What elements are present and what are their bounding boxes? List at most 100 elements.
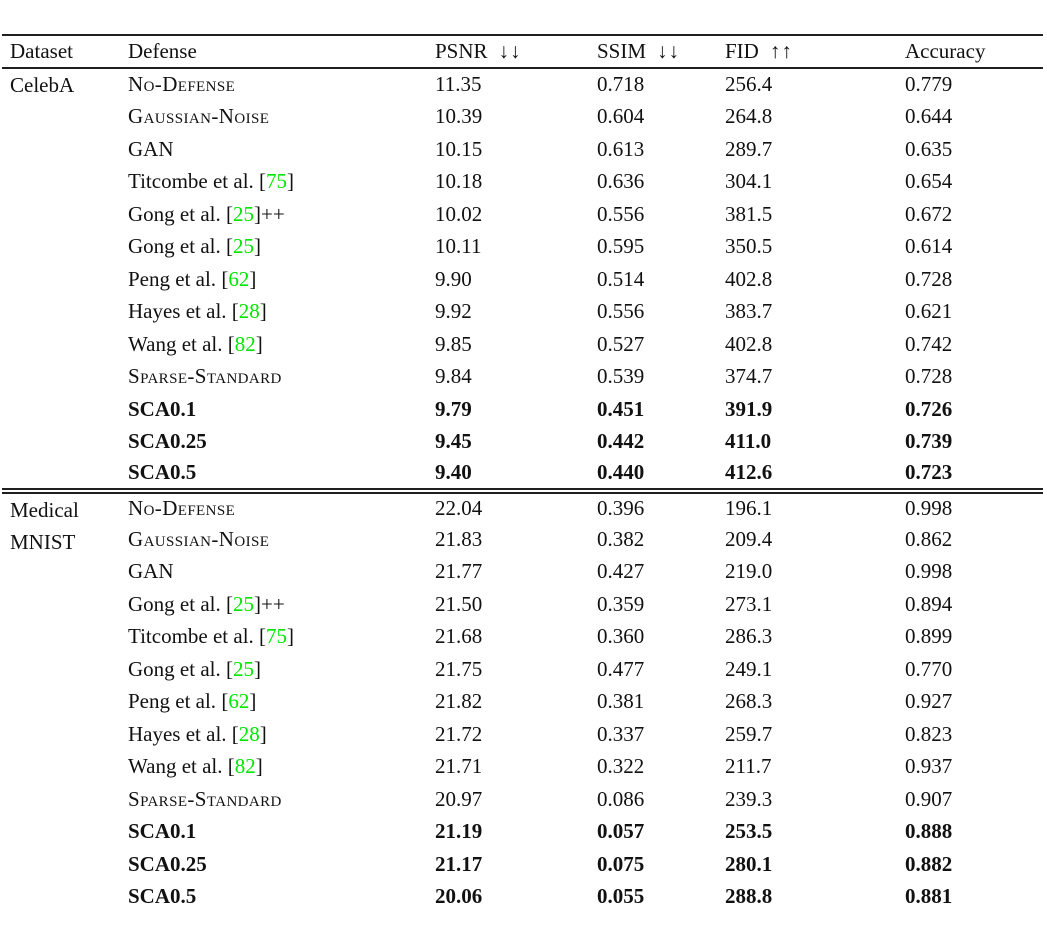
citation-link[interactable]: 75: [266, 624, 288, 649]
metric-direction-arrow: ↑↑: [769, 39, 793, 63]
metric-direction-arrow: ↓↓: [498, 39, 522, 63]
table-row: Titcombe et al. [75] 10.18 0.636 304.1 0.654: [2, 166, 1043, 199]
citation-bracket-close: ]: [253, 201, 261, 226]
psnr-cell: 10.15: [435, 136, 483, 161]
psnr-cell: 10.39: [435, 104, 483, 129]
defense-cell: No-Defense: [128, 487, 435, 523]
column-header-defense: Defense: [128, 35, 435, 69]
psnr-cell: 20.97: [435, 786, 483, 811]
psnr-cell: 21.72: [435, 721, 483, 746]
citation-link[interactable]: 25: [232, 591, 254, 616]
defense-name: GAN: [128, 136, 174, 161]
defense-name: Gong et al.: [128, 591, 226, 616]
citation-bracket-close: ]: [259, 299, 267, 324]
psnr-cell: 9.79: [435, 396, 472, 421]
accuracy-cell: 0.894: [905, 591, 953, 616]
citation-link[interactable]: 25: [232, 201, 254, 226]
psnr-cell: 9.90: [435, 266, 472, 291]
psnr-cell: 22.04: [435, 487, 597, 523]
fid-cell: 412.6: [725, 460, 773, 485]
table-row: Medical MNIST No-Defense 22.04 0.396 196.1 0.9…: [2, 487, 1043, 913]
citation-link[interactable]: 82: [234, 754, 256, 779]
fid-cell: 219.0: [725, 559, 773, 584]
defense-cell: Hayes et al. [28]: [128, 296, 435, 329]
table-row: SCA0.5 9.40 0.440 412.6 0.723: [2, 458, 1043, 491]
accuracy-cell: 0.937: [905, 754, 953, 779]
ssim-cell: 0.556: [597, 201, 645, 226]
citation-link[interactable]: 75: [266, 169, 288, 194]
table-header: Dataset Defense PSNR ↓↓ SSIM ↓↓ FID ↑↑ Accuracy: [2, 35, 1043, 69]
citation-link[interactable]: 28: [238, 721, 260, 746]
citation-link[interactable]: 25: [232, 656, 254, 681]
dataset-label: Medical: [10, 497, 79, 522]
ssim-cell: 0.539: [597, 364, 645, 389]
ssim-cell: 0.556: [597, 299, 645, 324]
psnr-cell: 20.06: [435, 884, 483, 909]
table-row: Hayes et al. [28] 9.92 0.556 383.7 0.621: [2, 296, 1043, 329]
accuracy-cell: 0.723: [905, 460, 953, 485]
column-label: SSIM: [597, 39, 647, 63]
table-row: GAN 21.77 0.427 219.0 0.998: [2, 556, 1043, 589]
defense-name: SCA0.5: [128, 884, 197, 909]
accuracy-cell: 0.728: [905, 364, 953, 389]
results-table: Dataset Defense PSNR ↓↓ SSIM ↓↓ FID ↑↑ Accuracy …: [2, 34, 1043, 913]
ssim-cell: 0.477: [597, 656, 645, 681]
defense-name: SCA0.1: [128, 819, 197, 844]
defense-name: SCA0.5: [128, 460, 197, 485]
defense-cell: Wang et al. [82]: [128, 751, 435, 784]
fid-cell: 196.1: [725, 487, 905, 523]
defense-name: Wang et al.: [128, 331, 228, 356]
citation-bracket-open: [: [225, 201, 233, 226]
ssim-cell: 0.057: [597, 819, 645, 844]
fid-cell: 280.1: [725, 851, 773, 876]
column-label: FID: [725, 39, 759, 63]
defense-cell: SCA0.25: [128, 426, 435, 459]
table-row: Gaussian-Noise 21.83 0.382 209.4 0.862: [2, 523, 1043, 556]
defense-name: Hayes et al.: [128, 299, 232, 324]
ssim-cell: 0.396: [597, 487, 725, 523]
table-row: SCA0.1 9.79 0.451 391.9 0.726: [2, 393, 1043, 426]
accuracy-cell: 0.770: [905, 656, 953, 681]
defense-name: No-Defense: [128, 495, 236, 520]
defense-cell: Hayes et al. [28]: [128, 718, 435, 751]
citation-link[interactable]: 82: [234, 331, 256, 356]
table-row: Titcombe et al. [75] 21.68 0.360 286.3 0.899: [2, 621, 1043, 654]
fid-cell: 381.5: [725, 201, 773, 226]
fid-cell: 350.5: [725, 234, 773, 259]
defense-name: Titcombe et al.: [128, 169, 260, 194]
citation-bracket-open: [: [221, 689, 229, 714]
defense-cell: Sparse-Standard: [128, 361, 435, 394]
defense-name: Titcombe et al.: [128, 624, 260, 649]
table-row: Gong et al. [25]++ 10.02 0.556 381.5 0.672: [2, 198, 1043, 231]
defense-cell: SCA0.25: [128, 848, 435, 881]
ssim-cell: 0.055: [597, 884, 645, 909]
table-row: SCA0.25 9.45 0.442 411.0 0.739: [2, 426, 1043, 459]
fid-cell: 304.1: [725, 169, 773, 194]
defense-name: Peng et al.: [128, 266, 222, 291]
fid-cell: 391.9: [725, 396, 773, 421]
table-row: Peng et al. [62] 21.82 0.381 268.3 0.927: [2, 686, 1043, 719]
citation-link[interactable]: 62: [228, 689, 250, 714]
table-row: Gaussian-Noise 10.39 0.604 264.8 0.644: [2, 101, 1043, 134]
citation-link[interactable]: 62: [228, 266, 250, 291]
citation-link[interactable]: 28: [238, 299, 260, 324]
citation-bracket-open: [: [227, 754, 235, 779]
ssim-cell: 0.440: [597, 460, 645, 485]
fid-cell: 383.7: [725, 299, 773, 324]
citation-link[interactable]: 25: [232, 234, 254, 259]
psnr-cell: 11.35: [435, 72, 482, 97]
fid-cell: 289.7: [725, 136, 773, 161]
citation-bracket-close: ]: [249, 266, 257, 291]
defense-name: SCA0.1: [128, 396, 197, 421]
defense-name: Gong et al.: [128, 656, 226, 681]
table-row: Wang et al. [82] 21.71 0.322 211.7 0.937: [2, 751, 1043, 784]
defense-cell: SCA0.1: [128, 393, 435, 426]
dataset-cell: CelebA: [2, 68, 128, 491]
ssim-cell: 0.595: [597, 234, 645, 259]
defense-cell: Sparse-Standard: [128, 783, 435, 816]
ssim-cell: 0.382: [597, 526, 645, 551]
psnr-cell: 9.45: [435, 429, 472, 454]
accuracy-cell: 0.635: [905, 136, 953, 161]
fid-cell: 209.4: [725, 526, 773, 551]
